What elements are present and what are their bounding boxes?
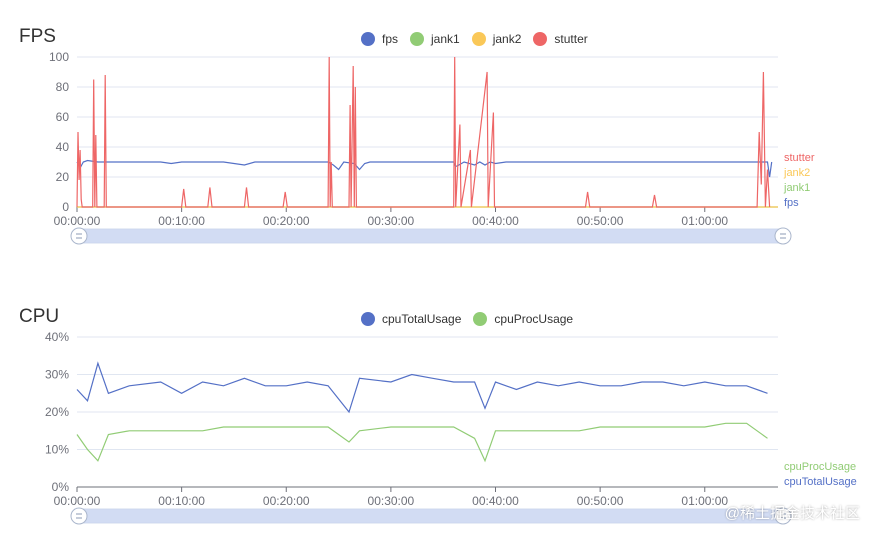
zoom-slider-window — [77, 229, 781, 243]
y-tick-label: 40 — [56, 140, 70, 154]
series-end-label: cpuTotalUsage — [784, 476, 857, 488]
x-tick-label: 00:40:00 — [472, 494, 519, 508]
series-line-fps — [76, 159, 773, 178]
legend-label: stutter — [554, 32, 588, 46]
series-line-stutter — [76, 56, 771, 208]
zoom-handle-left[interactable] — [70, 507, 88, 525]
series-end-label: cpuProcUsage — [784, 461, 856, 473]
y-tick-label: 80 — [56, 80, 70, 94]
zoom-handle-left[interactable] — [70, 227, 88, 245]
x-tick-label: 00:10:00 — [158, 494, 205, 508]
x-tick-label: 00:00:00 — [54, 494, 101, 508]
legend-dot-icon — [410, 32, 425, 46]
y-tick-label: 60 — [56, 110, 70, 124]
x-tick-label: 01:00:00 — [681, 494, 728, 508]
fps-legend: fps jank1 jank2 stutter — [361, 32, 600, 46]
x-tick-label: 00:20:00 — [263, 214, 310, 228]
legend-item-cpu-proc[interactable]: cpuProcUsage — [473, 312, 573, 326]
zoom-handle-right[interactable] — [774, 507, 792, 525]
x-tick-label: 00:00:00 — [54, 214, 101, 228]
y-tick-label: 20% — [45, 405, 69, 419]
legend-label: cpuProcUsage — [494, 312, 574, 326]
fps-panel-title: FPS — [19, 26, 56, 47]
x-tick-label: 01:00:00 — [681, 214, 728, 228]
legend-label: jank1 — [431, 32, 460, 46]
y-tick-label: 100 — [49, 50, 69, 64]
legend-dot-icon — [473, 312, 488, 326]
legend-dot-icon — [471, 32, 486, 46]
legend-item-fps[interactable]: fps — [361, 32, 398, 46]
series-line-cpuProcUsage — [76, 422, 768, 463]
legend-item-jank1[interactable]: jank1 — [410, 32, 460, 46]
cpu-panel-title: CPU — [19, 306, 60, 327]
x-tick-label: 00:50:00 — [577, 214, 624, 228]
legend-label: cpuTotalUsage — [382, 312, 462, 326]
legend-dot-icon — [361, 32, 375, 46]
y-tick-label: 20 — [56, 170, 70, 184]
watermark: @稀土掘金技术社区 — [724, 505, 860, 522]
legend-dot-icon — [361, 312, 375, 326]
y-tick-label: 0% — [52, 480, 70, 494]
series-end-label: jank2 — [783, 167, 810, 179]
x-tick-label: 00:50:00 — [577, 494, 624, 508]
zoom-handle-right[interactable] — [774, 227, 792, 245]
legend-item-jank2[interactable]: jank2 — [471, 32, 522, 46]
zoom-slider-window — [77, 509, 781, 523]
legend-label: jank2 — [492, 32, 522, 46]
cpu-chart: 0% 10% 20% 30% 40% 00:00:00 00:10:00 00:20:00 00… — [45, 330, 857, 525]
cpu-legend: cpuTotalUsage cpuProcUsage — [361, 312, 585, 326]
y-tick-label: 30% — [45, 368, 69, 382]
x-tick-label: 00:10:00 — [158, 214, 205, 228]
legend-item-cpu-total[interactable]: cpuTotalUsage — [361, 312, 461, 326]
series-end-label: fps — [784, 197, 799, 209]
legend-label: fps — [382, 32, 399, 46]
x-tick-label: 00:20:00 — [263, 494, 310, 508]
y-tick-label: 40% — [45, 330, 69, 344]
legend-item-stutter[interactable]: stutter — [533, 32, 588, 46]
series-end-label: jank1 — [783, 182, 810, 194]
y-tick-label: 0 — [62, 200, 69, 214]
x-tick-label: 00:40:00 — [472, 214, 519, 228]
x-tick-label: 00:30:00 — [368, 214, 415, 228]
fps-chart: 0 20 40 60 80 100 00:00:00 00:10:00 00:20:00 00:3… — [49, 50, 815, 245]
y-tick-label: 10% — [45, 443, 69, 457]
series-line-cpuTotalUsage — [76, 361, 768, 414]
series-end-label: stutter — [784, 152, 815, 164]
legend-dot-icon — [533, 32, 548, 46]
x-tick-label: 00:30:00 — [368, 494, 415, 508]
